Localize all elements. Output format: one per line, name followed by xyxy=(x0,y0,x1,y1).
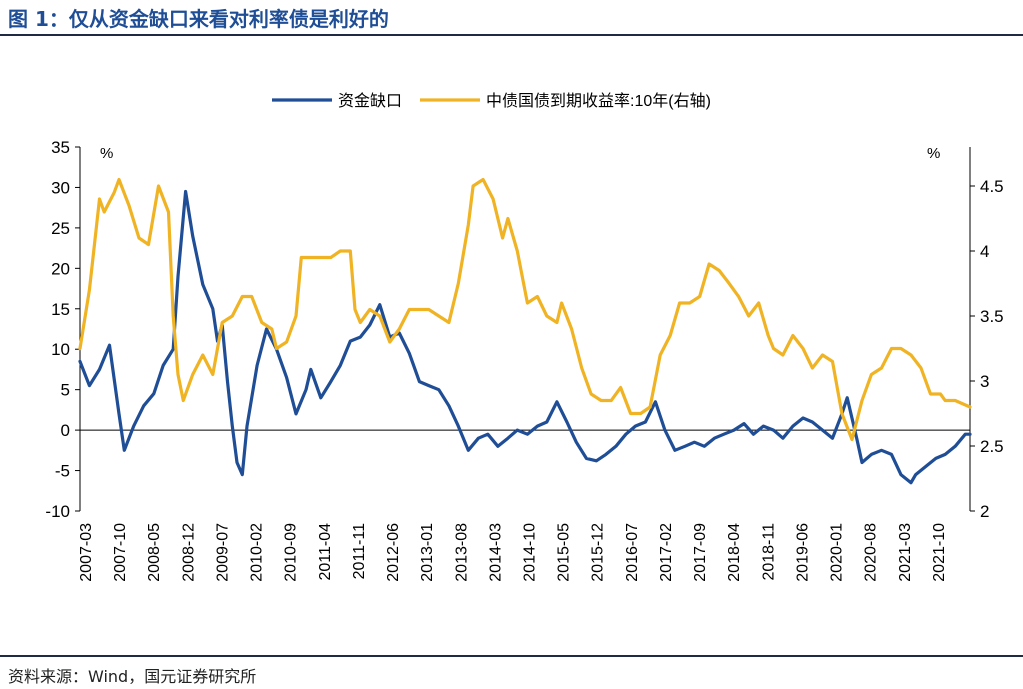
left-tick-label: 10 xyxy=(51,340,70,359)
chart: 资金缺口 中债国债到期收益率:10年(右轴) -10 -5 0 5 10 15 20 25 30 3… xyxy=(45,92,1003,582)
x-tick-label: 2017-02 xyxy=(658,523,675,582)
series-lines xyxy=(78,177,972,485)
right-tick-label: 2 xyxy=(980,502,989,521)
x-tick-label: 2014-03 xyxy=(487,523,504,582)
x-tick-label: 2011-04 xyxy=(317,523,334,581)
x-tick-label: 2016-07 xyxy=(624,523,641,582)
x-tick-label: 2011-11 xyxy=(351,523,368,579)
right-tick-label: 4.5 xyxy=(980,177,1004,196)
x-tick-label: 2017-09 xyxy=(692,523,709,582)
left-tick-label: 35 xyxy=(51,138,70,157)
x-tick-label: 2015-05 xyxy=(556,523,573,582)
x-tick-label: 2012-06 xyxy=(385,523,402,582)
right-unit-label: % xyxy=(927,145,940,162)
x-tick-label: 2010-02 xyxy=(249,523,266,582)
x-tick-label: 2020-08 xyxy=(863,523,880,582)
left-tick-label: 20 xyxy=(51,259,70,278)
left-tick-label: -5 xyxy=(55,462,70,481)
left-tick-label: 15 xyxy=(51,300,70,319)
left-tick-label: 0 xyxy=(61,421,70,440)
legend: 资金缺口 中债国债到期收益率:10年(右轴) xyxy=(272,92,711,110)
left-tick-label: 30 xyxy=(51,178,70,197)
left-tick-label: 25 xyxy=(51,219,70,238)
right-tick-label: 3 xyxy=(980,372,989,391)
left-tick-label: 5 xyxy=(61,381,70,400)
legend-label-10y-yield: 中债国债到期收益率:10年(右轴) xyxy=(486,92,711,110)
x-tick-label: 2015-12 xyxy=(590,523,607,582)
legend-label-funding-gap: 资金缺口 xyxy=(338,92,402,110)
x-tick-label: 2018-11 xyxy=(760,523,777,581)
right-tick-label: 4 xyxy=(980,242,989,261)
x-tick-label: 2008-12 xyxy=(180,523,197,582)
x-tick-label: 2018-04 xyxy=(726,523,743,582)
x-tick-label: 2019-06 xyxy=(794,523,811,582)
x-tick-label: 2007-10 xyxy=(112,523,129,582)
bottom-divider xyxy=(0,655,1023,657)
x-tick-label: 2007-03 xyxy=(78,523,95,582)
x-tick-label: 2009-07 xyxy=(214,523,231,582)
x-tick-label: 2013-08 xyxy=(453,523,470,582)
top-divider xyxy=(0,34,1023,36)
x-tick-label: 2010-09 xyxy=(283,523,300,582)
x-tick-label: 2008-05 xyxy=(146,523,163,582)
right-tick-label: 2.5 xyxy=(980,437,1004,456)
series-line-funding-gap xyxy=(78,189,972,485)
x-tick-label: 2014-10 xyxy=(522,523,539,582)
series-line-10y-yield xyxy=(78,177,972,442)
right-tick-label: 3.5 xyxy=(980,307,1004,326)
left-tick-label: -10 xyxy=(45,502,70,521)
axes: -10 -5 0 5 10 15 20 25 30 35 2 2.5 3 3.5 4 4.5% % 2007-03… xyxy=(45,138,1003,582)
x-tick-label: 2013-01 xyxy=(419,523,436,582)
left-unit-label: % xyxy=(100,145,113,162)
x-tick-label: 2020-01 xyxy=(829,523,846,582)
figure-title: 图 1：仅从资金缺口来看对利率债是利好的 xyxy=(8,7,389,31)
x-tick-label: 2021-10 xyxy=(931,523,948,582)
source-note: 资料来源：Wind，国元证券研究所 xyxy=(8,667,257,686)
x-tick-label: 2021-03 xyxy=(897,523,914,582)
